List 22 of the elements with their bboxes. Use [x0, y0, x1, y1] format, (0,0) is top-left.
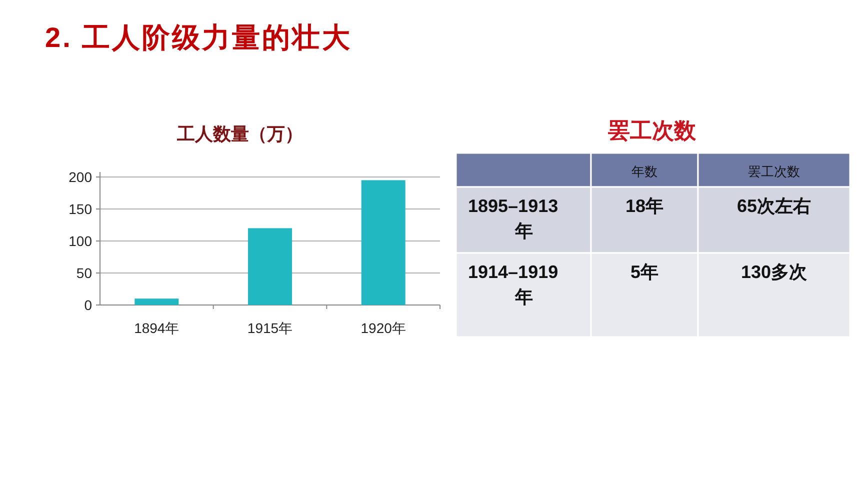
x-tick-label: 1915年 — [247, 320, 293, 336]
y-tick-label: 150 — [68, 201, 92, 217]
y-tick-label: 100 — [68, 233, 92, 249]
text: 1914–1919年 — [468, 262, 558, 307]
text: 130多次 — [740, 262, 808, 282]
y-tick-label: 200 — [68, 169, 92, 185]
y-tick-label: 50 — [76, 265, 92, 281]
y-tick-label: 0 — [84, 297, 92, 313]
x-tick-label: 1920年 — [360, 320, 406, 336]
text: 1895–1913年 — [468, 196, 558, 241]
text: 18年 — [625, 196, 664, 216]
text: 年数 — [632, 164, 658, 179]
x-tick-label: 1894年 — [134, 320, 180, 336]
chart-title: 工人数量（万） — [176, 124, 303, 144]
text: 罢工次数 — [748, 164, 800, 179]
text: 2. 工人阶级力量的壮大 — [45, 22, 352, 53]
bar — [361, 180, 406, 305]
bar — [134, 298, 179, 305]
text: 罢工次数 — [607, 118, 697, 143]
bar — [248, 228, 292, 305]
text: 5年 — [630, 262, 659, 282]
text: 65次左右 — [736, 196, 812, 216]
